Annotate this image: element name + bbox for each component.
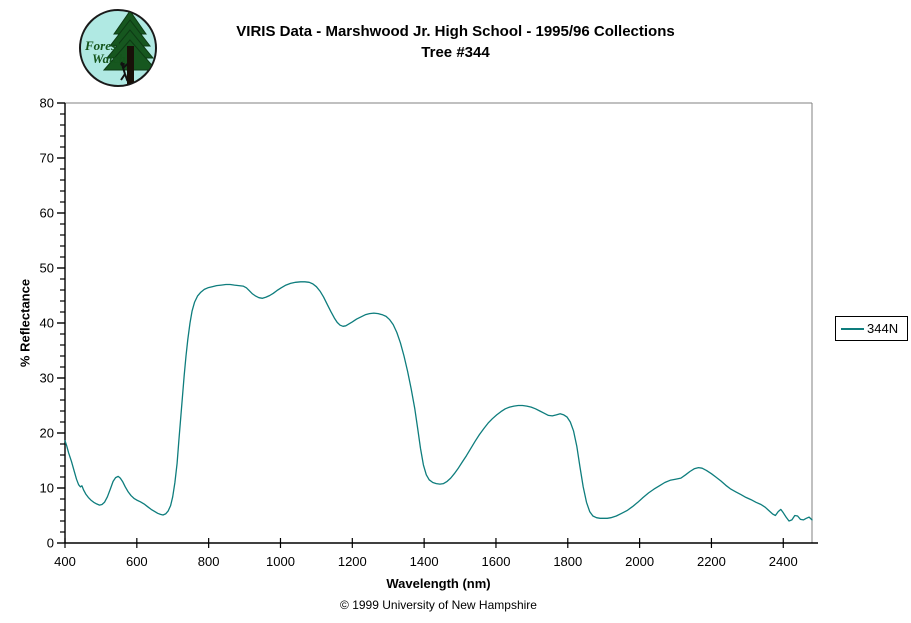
y-tick-label: 0 xyxy=(47,536,54,551)
y-axis-title: % Reflectance xyxy=(17,278,33,368)
x-tick-label: 400 xyxy=(54,554,76,569)
series-line-344N xyxy=(64,281,813,522)
x-tick-label: 800 xyxy=(198,554,220,569)
x-tick-label: 1400 xyxy=(410,554,439,569)
logo-art: Forest Watch xyxy=(84,10,156,86)
logo-text-watch: Watch xyxy=(92,51,126,66)
y-tick-label: 80 xyxy=(40,96,54,111)
x-tick-label: 600 xyxy=(126,554,148,569)
x-tick-label: 1600 xyxy=(482,554,511,569)
y-tick-label: 30 xyxy=(40,371,54,386)
x-axis-title: Wavelength (nm) xyxy=(386,576,491,591)
x-tick-label: 1800 xyxy=(553,554,582,569)
legend: 344N xyxy=(835,316,908,341)
x-tick-label: 2000 xyxy=(625,554,654,569)
legend-line-sample xyxy=(841,327,864,330)
climber-icon xyxy=(120,61,129,82)
y-tick-label: 20 xyxy=(40,426,54,441)
footer-copyright: © 1999 University of New Hampshire xyxy=(340,598,537,612)
y-tick-label: 10 xyxy=(40,481,54,496)
y-tick-label: 50 xyxy=(40,261,54,276)
page-title: VIRIS Data - Marshwood Jr. High School -… xyxy=(0,21,911,63)
x-tick-label: 2200 xyxy=(697,554,726,569)
logo-text-forest: Forest xyxy=(84,38,120,53)
y-tick-label: 60 xyxy=(40,206,54,221)
legend-series-label: 344N xyxy=(867,321,899,336)
y-tick-label: 40 xyxy=(40,316,54,331)
chart-title-line2: Tree #344 xyxy=(421,44,490,61)
tree-trunk-icon xyxy=(127,46,134,86)
chart-title-line1: VIRIS Data - Marshwood Jr. High School -… xyxy=(236,23,675,40)
x-tick-label: 1200 xyxy=(338,554,367,569)
x-tick-label: 1000 xyxy=(266,554,295,569)
y-tick-label: 70 xyxy=(40,151,54,166)
x-tick-label: 2400 xyxy=(769,554,798,569)
forest-watch-logo: Forest Watch xyxy=(79,9,157,87)
